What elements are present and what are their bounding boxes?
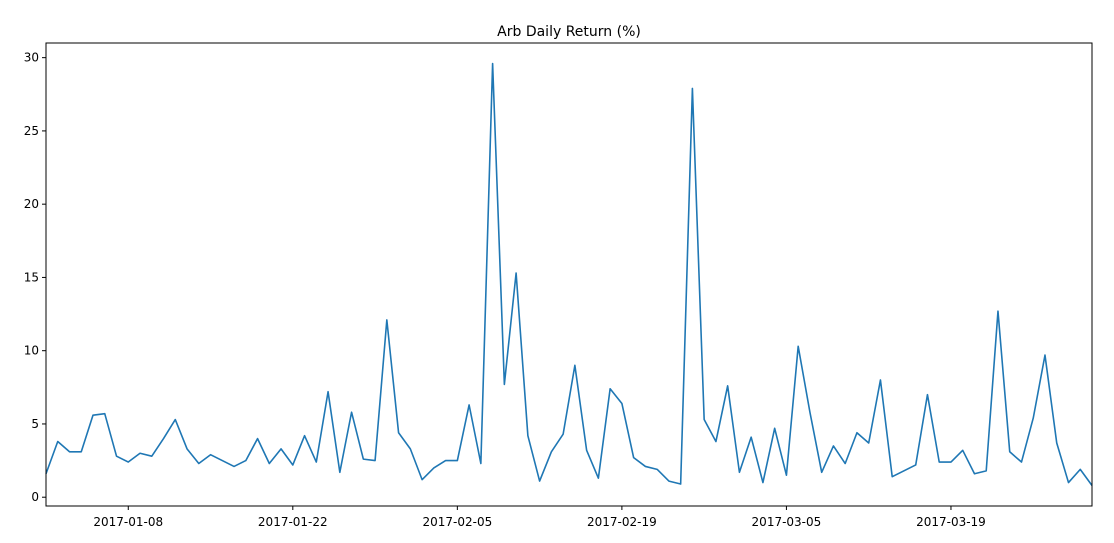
axes: 0 5 10 15 20 25 30 2017-01-08 2017-01-22 2017-02-… bbox=[24, 51, 986, 529]
x-tick-label: 2017-02-19 bbox=[587, 515, 657, 529]
y-tick-label: 30 bbox=[24, 51, 39, 65]
y-tick-label: 10 bbox=[24, 344, 39, 358]
x-tick-label: 2017-01-08 bbox=[93, 515, 163, 529]
y-tick-label: 0 bbox=[31, 490, 39, 504]
x-tick-label: 2017-01-22 bbox=[258, 515, 328, 529]
tick-marks bbox=[42, 57, 952, 510]
x-tick-label: 2017-03-05 bbox=[752, 515, 822, 529]
y-tick-label: 5 bbox=[31, 417, 39, 431]
plot-frame bbox=[45, 42, 1093, 507]
series-line bbox=[45, 62, 1093, 486]
y-tick-label: 25 bbox=[24, 124, 39, 138]
chart-title: Arb Daily Return (%) bbox=[497, 24, 641, 40]
x-tick-label: 2017-03-19 bbox=[916, 515, 986, 529]
x-tick-label: 2017-02-05 bbox=[422, 515, 492, 529]
y-tick-label: 15 bbox=[24, 270, 39, 284]
series-layer bbox=[45, 62, 1093, 486]
y-tick-label: 20 bbox=[24, 197, 39, 211]
